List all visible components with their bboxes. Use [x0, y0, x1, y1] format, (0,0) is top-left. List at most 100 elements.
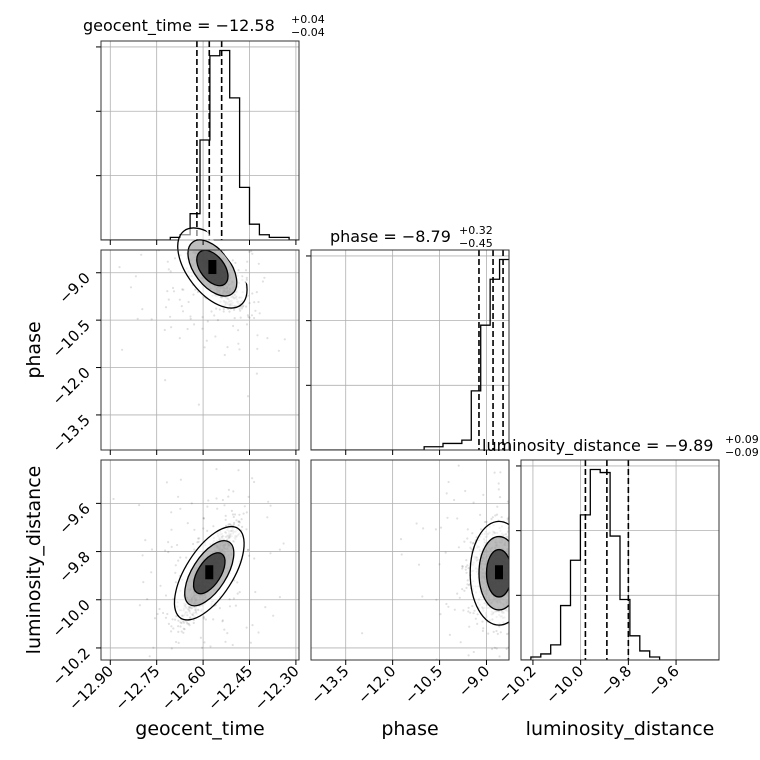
- pair-panel-geocent-time-luminosity-distance-pt-1298: [185, 621, 188, 624]
- pair-panel-geocent-time-phase-pt-356: [245, 323, 249, 326]
- pair-panel-geocent-time-phase-pt-1022: [171, 286, 175, 290]
- pair-panel-phase-luminosity-distance-pt-7: [462, 609, 465, 612]
- pair-panel-phase-luminosity-distance-pt-930: [466, 537, 469, 540]
- pair-panel-phase-luminosity-distance-pt-280: [491, 647, 494, 651]
- pair-panel-phase-luminosity-distance-pt-1085: [554, 677, 556, 679]
- pair-panel-phase-luminosity-distance-pt-569: [513, 568, 515, 570]
- pair-panel-geocent-time-luminosity-distance-pt-1099: [238, 591, 241, 594]
- pair-panel-phase-luminosity-distance-pt-151: [515, 570, 517, 572]
- pair-panel-phase-luminosity-distance-pt-1086: [511, 569, 513, 571]
- pair-panel-phase-luminosity-distance-pt-790: [476, 613, 479, 616]
- pair-panel-geocent-time-luminosity-distance-pt-1386: [180, 665, 182, 667]
- pair-panel-phase-luminosity-distance-pt-637: [457, 450, 459, 452]
- pair-panel-geocent-time-luminosity-distance-pt-770: [212, 525, 215, 528]
- pair-panel-geocent-time-phase-pt-457: [191, 223, 193, 225]
- pair-panel-geocent-time-phase-pt-924: [178, 298, 181, 301]
- pair-panel-geocent-time-luminosity-distance-pt-476: [156, 612, 159, 616]
- pair-panel-geocent-time-luminosity-distance-pt-896: [177, 495, 180, 498]
- pair-panel-phase-luminosity-distance-pt-1364: [510, 556, 512, 558]
- pair-panel-phase-luminosity-distance-pt-93: [517, 572, 519, 574]
- pair-panel-phase-luminosity-distance-pt-788: [513, 576, 515, 578]
- pair-panel-phase-luminosity-distance-pt-360: [513, 557, 515, 559]
- pair-panel-phase-luminosity-distance-pt-1229: [512, 556, 514, 558]
- pair-panel-phase-luminosity-distance-pt-1211: [519, 518, 521, 520]
- pair-panel-geocent-time-phase-pt-231: [169, 270, 172, 273]
- pair-panel-phase-luminosity-distance-core: [494, 565, 503, 580]
- pair-panel-phase-luminosity-distance-pt-574: [446, 516, 449, 519]
- pair-panel-phase-luminosity-distance-pt-11: [513, 518, 515, 520]
- pair-panel-phase-luminosity-distance-pt-655: [514, 563, 516, 565]
- pair-panel-geocent-time-luminosity-distance-pt-497: [258, 686, 260, 688]
- pair-panel-geocent-time-phase-pt-724: [180, 216, 182, 218]
- pair-panel-phase-luminosity-distance-pt-854: [518, 597, 520, 599]
- pair-panel-phase-luminosity-distance-pt-8: [531, 584, 533, 586]
- pair-panel-phase-luminosity-distance-pt-1124: [513, 548, 515, 550]
- pair-panel-geocent-time-luminosity-distance-pt-279: [240, 518, 243, 521]
- pair-panel-geocent-time-phase-pt-566: [185, 217, 187, 219]
- pair-panel-geocent-time-luminosity-distance-pt-42: [302, 555, 304, 557]
- pair-panel-geocent-time-phase-pt-329: [226, 182, 228, 184]
- pair-panel-phase-luminosity-distance-pt-576: [512, 539, 514, 541]
- pair-panel-geocent-time-phase-pt-273: [237, 342, 240, 345]
- pair-panel-phase-luminosity-distance-pt-234: [516, 591, 518, 593]
- pair-panel-phase-luminosity-distance-pt-1204: [447, 605, 450, 608]
- pair-panel-phase-luminosity-distance-pt-784: [510, 513, 512, 515]
- pair-panel-phase-luminosity-distance-pt-196: [566, 628, 568, 630]
- pair-panel-geocent-time-phase-pt-266: [197, 403, 200, 406]
- pair-panel-phase-luminosity-distance-pt-1368: [513, 592, 515, 594]
- pair-panel-phase-luminosity-distance-pt-195: [516, 598, 518, 600]
- pair-panel-phase-luminosity-distance-pt-1183: [484, 520, 487, 524]
- pair-panel-geocent-time-phase-pt-807: [183, 217, 185, 219]
- pair-panel-phase-luminosity-distance-pt-1337: [399, 538, 403, 541]
- pair-panel-phase-luminosity-distance-pt-553: [438, 563, 441, 566]
- pair-panel-geocent-time-luminosity-distance-pt-1056: [237, 524, 240, 527]
- pair-panel-geocent-time-luminosity-distance-pt-924: [278, 596, 281, 599]
- pair-panel-phase-luminosity-distance-pt-462: [567, 539, 569, 541]
- pair-panel-phase-luminosity-distance-pt-139: [531, 617, 533, 619]
- pair-panel-phase-luminosity-distance-pt-861: [540, 645, 542, 647]
- pair-panel-phase-luminosity-distance-pt-544: [514, 598, 516, 600]
- pair-panel-geocent-time-luminosity-distance-pt-280: [197, 537, 200, 540]
- pair-panel-geocent-time-phase-pt-387: [233, 317, 236, 320]
- pair-panel-phase-luminosity-distance-pt-1312: [527, 576, 529, 578]
- pair-panel-geocent-time-luminosity-distance-pt-686: [221, 620, 224, 623]
- pair-panel-geocent-time-phase-pt-1283: [242, 304, 245, 307]
- pair-panel-geocent-time-phase-pt-559: [247, 315, 250, 318]
- pair-panel-phase-luminosity-distance-pt-630: [464, 452, 466, 454]
- pair-panel-phase-luminosity-distance-pt-714: [400, 553, 403, 556]
- pair-panel-phase-luminosity-distance-pt-143: [511, 534, 513, 536]
- pair-panel-geocent-time-luminosity-distance-pt-317: [179, 625, 182, 628]
- pair-panel-phase-luminosity-distance-pt-889: [493, 646, 496, 649]
- pair-panel-geocent-time-luminosity-distance-pt-1239: [138, 604, 141, 607]
- title-geocent-time-main: geocent_time = −12.58: [83, 16, 275, 36]
- pair-panel-phase-luminosity-distance-pt-1358: [456, 517, 459, 520]
- pair-panel-phase-luminosity-distance-pt-1394: [521, 575, 523, 577]
- pair-panel-phase-luminosity-distance-pt-831: [516, 543, 518, 545]
- pair-panel-geocent-time-luminosity-distance-pt-1029: [193, 528, 196, 531]
- pair-panel-phase-luminosity-distance-pt-1279: [515, 566, 517, 568]
- pair-panel-phase-luminosity-distance-pt-1181: [518, 601, 520, 603]
- pair-panel-phase-luminosity-distance-pt-1064: [443, 680, 445, 682]
- pair-panel-geocent-time-phase-pt-868: [257, 262, 260, 265]
- pair-panel-geocent-time-luminosity-distance-pt-70: [196, 541, 199, 544]
- pair-panel-phase-luminosity-distance-pt-70: [515, 527, 517, 529]
- pair-panel-geocent-time-luminosity-distance-pt-49: [204, 618, 207, 621]
- pair-panel-phase-luminosity-distance-pt-584: [510, 567, 512, 569]
- pair-panel-phase-luminosity-distance-pt-1055: [473, 609, 476, 612]
- pair-panel-geocent-time-phase-pt-1232: [178, 196, 180, 198]
- pair-panel-geocent-time-luminosity-distance-pt-1115: [177, 630, 180, 634]
- pair-panel-geocent-time-luminosity-distance-pt-700: [182, 631, 185, 634]
- pair-panel-geocent-time-phase-pt-952: [256, 334, 259, 337]
- pair-panel-geocent-time-phase-pt-1057: [214, 217, 216, 219]
- pair-panel-geocent-time-luminosity-distance-pt-1141: [253, 557, 256, 560]
- pair-panel-phase-luminosity-distance: [310, 450, 569, 682]
- pair-panel-phase-luminosity-distance-pt-14: [465, 559, 468, 562]
- pair-panel-geocent-time-phase-pt-1260: [180, 204, 182, 206]
- pair-panel-phase-luminosity-distance-pt-887: [514, 612, 516, 614]
- pair-panel-geocent-time-phase-pt-777: [215, 307, 218, 310]
- pair-panel-phase-luminosity-distance-pt-756: [557, 557, 559, 559]
- pair-panel-phase-luminosity-distance-pt-1259: [476, 622, 479, 626]
- pair-panel-geocent-time-phase-pt-583: [241, 305, 244, 308]
- pair-panel-geocent-time-luminosity-distance-pt-1190: [223, 504, 226, 507]
- ylabel-luminosity-distance: luminosity_distance: [23, 466, 45, 655]
